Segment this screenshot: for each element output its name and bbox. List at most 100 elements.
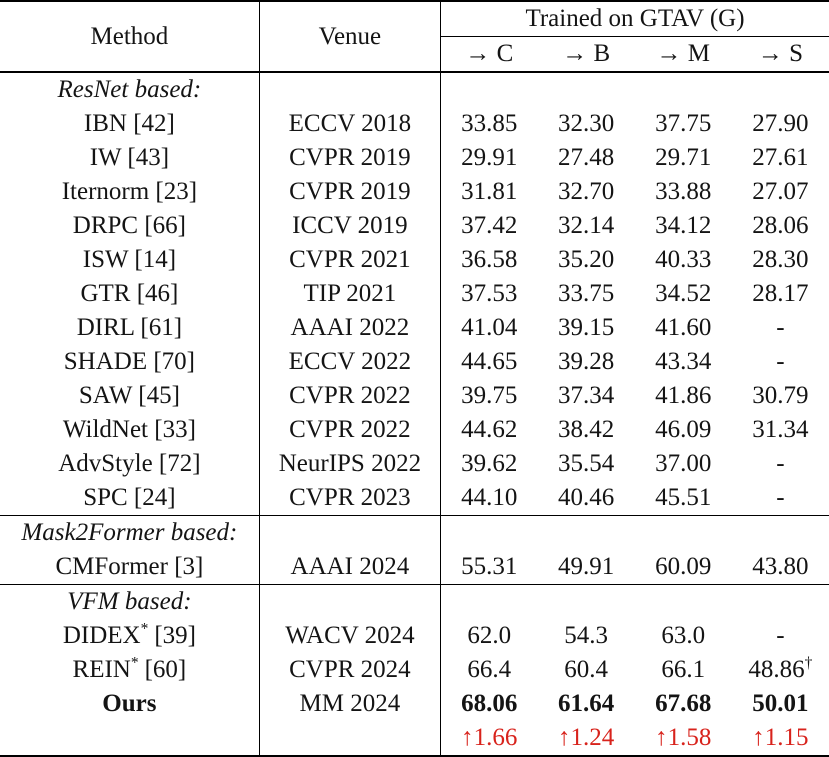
method-cell: Iternorm [23] xyxy=(0,175,259,209)
value-cell-empty xyxy=(732,585,829,620)
venue-cell: CVPR 2019 xyxy=(259,141,440,175)
value-cell: 44.10 xyxy=(441,481,538,516)
method-cell: ISW [14] xyxy=(0,243,259,277)
value-cell: 37.42 xyxy=(441,209,538,243)
value-text: 41.86 xyxy=(655,382,711,409)
venue-cell: CVPR 2022 xyxy=(259,379,440,413)
venue-cell-empty xyxy=(259,721,440,755)
method-name: SPC [24] xyxy=(83,484,175,511)
value-text: - xyxy=(776,450,784,477)
value-cell: 54.3 xyxy=(538,619,635,653)
value-text: 62.0 xyxy=(467,622,511,649)
method-name: ISW [14] xyxy=(83,246,176,273)
col-header-method: Method xyxy=(0,2,259,72)
value-cell-empty xyxy=(441,72,538,107)
value-text: 60.09 xyxy=(655,553,711,580)
value-cell: 32.30 xyxy=(538,107,635,141)
value-text: 66.1 xyxy=(661,656,705,683)
method-cell: IBN [42] xyxy=(0,107,259,141)
value-cell: 68.06 xyxy=(441,687,538,721)
value-cell: 46.09 xyxy=(635,413,732,447)
value-text: 27.90 xyxy=(752,110,808,137)
value-text: 43.80 xyxy=(752,553,808,580)
value-text: 28.30 xyxy=(752,246,808,273)
header-row-group: Method Venue Trained on GTAV (G) xyxy=(0,2,829,37)
value-cell: 62.0 xyxy=(441,619,538,653)
value-cell: 41.04 xyxy=(441,311,538,345)
section-label: VFM based: xyxy=(0,585,259,620)
value-cell: 43.34 xyxy=(635,345,732,379)
value-cell: 37.34 xyxy=(538,379,635,413)
value-text: 35.20 xyxy=(558,246,614,273)
value-text: 35.54 xyxy=(558,450,614,477)
value-superscript: † xyxy=(805,655,813,672)
value-cell: 32.70 xyxy=(538,175,635,209)
value-text: 28.17 xyxy=(752,280,808,307)
value-text: 27.07 xyxy=(752,178,808,205)
method-name: DRPC [66] xyxy=(73,212,186,239)
value-text: 31.34 xyxy=(752,416,808,443)
value-cell: 48.86† xyxy=(732,653,829,687)
venue-cell: ECCV 2022 xyxy=(259,345,440,379)
method-superscript: * xyxy=(131,655,139,672)
value-text: 66.4 xyxy=(467,656,511,683)
venue-cell: TIP 2021 xyxy=(259,277,440,311)
section-row: Mask2Former based: xyxy=(0,516,829,551)
value-cell: 49.91 xyxy=(538,550,635,585)
method-reference: [60] xyxy=(145,656,187,683)
value-text: 39.75 xyxy=(461,382,517,409)
value-cell: 39.15 xyxy=(538,311,635,345)
value-cell-empty xyxy=(732,72,829,107)
value-cell-empty xyxy=(635,72,732,107)
section-row: ResNet based: xyxy=(0,72,829,107)
value-cell: 33.88 xyxy=(635,175,732,209)
value-cell: 44.65 xyxy=(441,345,538,379)
venue-cell-empty xyxy=(259,516,440,551)
value-cell: 34.12 xyxy=(635,209,732,243)
method-name: CMFormer [3] xyxy=(55,553,203,580)
col-header-venue: Venue xyxy=(259,2,440,72)
value-cell-empty xyxy=(635,516,732,551)
value-text: 37.00 xyxy=(655,450,711,477)
value-cell-empty xyxy=(635,585,732,620)
venue-cell: WACV 2024 xyxy=(259,619,440,653)
value-cell: 34.52 xyxy=(635,277,732,311)
method-name: Ours xyxy=(102,690,156,717)
value-text: 38.42 xyxy=(558,416,614,443)
value-cell: 43.80 xyxy=(732,550,829,585)
value-text: - xyxy=(776,484,784,511)
venue-cell: CVPR 2023 xyxy=(259,481,440,516)
venue-cell: ECCV 2018 xyxy=(259,107,440,141)
value-cell: 38.42 xyxy=(538,413,635,447)
method-cell: GTR [46] xyxy=(0,277,259,311)
value-text: 32.30 xyxy=(558,110,614,137)
value-cell: 27.61 xyxy=(732,141,829,175)
value-text: 34.52 xyxy=(655,280,711,307)
delta-row: ↑1.66↑1.24↑1.58↑1.15 xyxy=(0,721,829,755)
value-cell: 37.00 xyxy=(635,447,732,481)
value-text: 29.71 xyxy=(655,144,711,171)
method-cell-empty xyxy=(0,721,259,755)
method-name: REIN xyxy=(73,656,131,683)
venue-cell: MM 2024 xyxy=(259,687,440,721)
value-text: 31.81 xyxy=(461,178,517,205)
value-cell: 28.30 xyxy=(732,243,829,277)
value-cell: 66.4 xyxy=(441,653,538,687)
col-header-to-b: → B xyxy=(538,37,635,73)
col-header-group: Trained on GTAV (G) xyxy=(441,2,829,37)
section-row: VFM based: xyxy=(0,585,829,620)
venue-cell-empty xyxy=(259,72,440,107)
venue-cell: CVPR 2022 xyxy=(259,413,440,447)
value-cell-empty xyxy=(538,72,635,107)
venue-cell: CVPR 2021 xyxy=(259,243,440,277)
value-text: 40.46 xyxy=(558,484,614,511)
value-text: 44.65 xyxy=(461,348,517,375)
value-text: 27.61 xyxy=(752,144,808,171)
